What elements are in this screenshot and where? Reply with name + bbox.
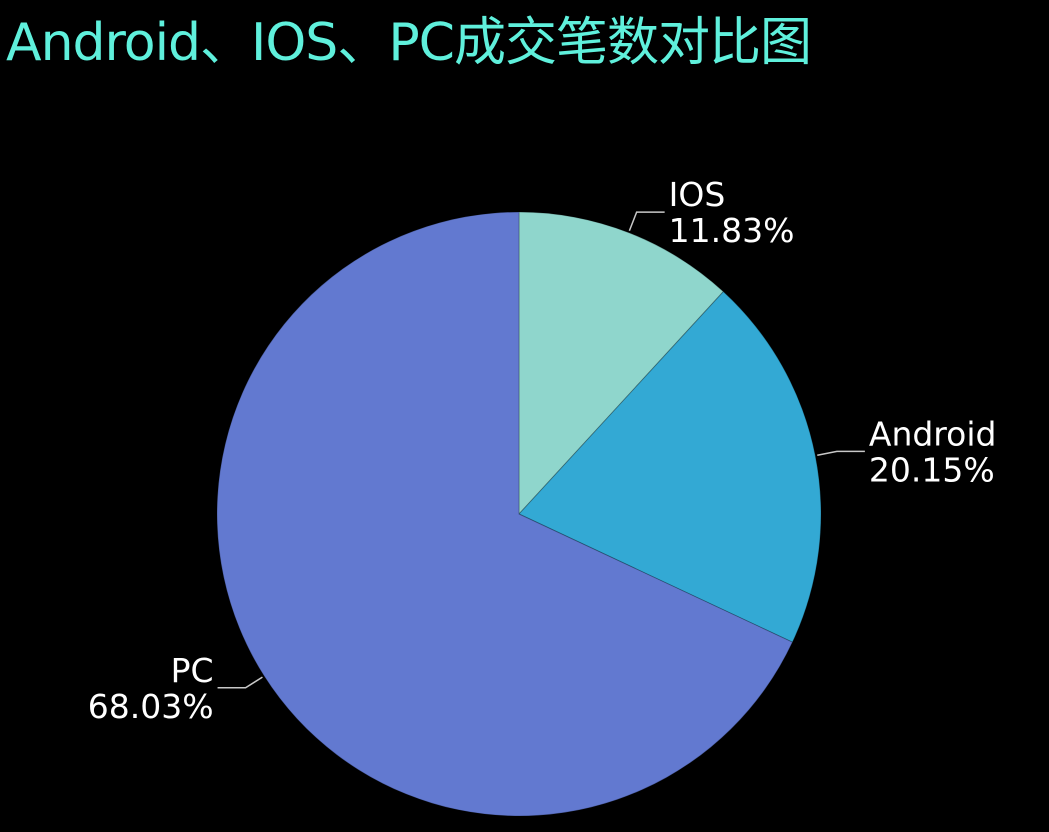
slice-label-name-ios: IOS bbox=[669, 175, 726, 214]
leader-line-ios bbox=[628, 211, 665, 232]
leader-lines bbox=[217, 211, 865, 689]
pie-slice-ios bbox=[518, 211, 725, 516]
leader-line-android bbox=[817, 450, 865, 456]
pie-slice-pc bbox=[216, 211, 794, 817]
slice-label-percent-android: 20.15% bbox=[869, 450, 995, 489]
pie-slices bbox=[216, 211, 822, 817]
slice-label-name-pc: PC bbox=[171, 651, 214, 690]
pie-slice-android bbox=[518, 290, 822, 643]
slice-label-percent-pc: 68.03% bbox=[88, 687, 214, 726]
slice-label-name-android: Android bbox=[869, 414, 997, 453]
leader-line-pc bbox=[217, 676, 263, 689]
slice-label-percent-ios: 11.83% bbox=[669, 211, 795, 250]
chart-title: Android、IOS、PC成交笔数对比图 bbox=[6, 13, 812, 73]
